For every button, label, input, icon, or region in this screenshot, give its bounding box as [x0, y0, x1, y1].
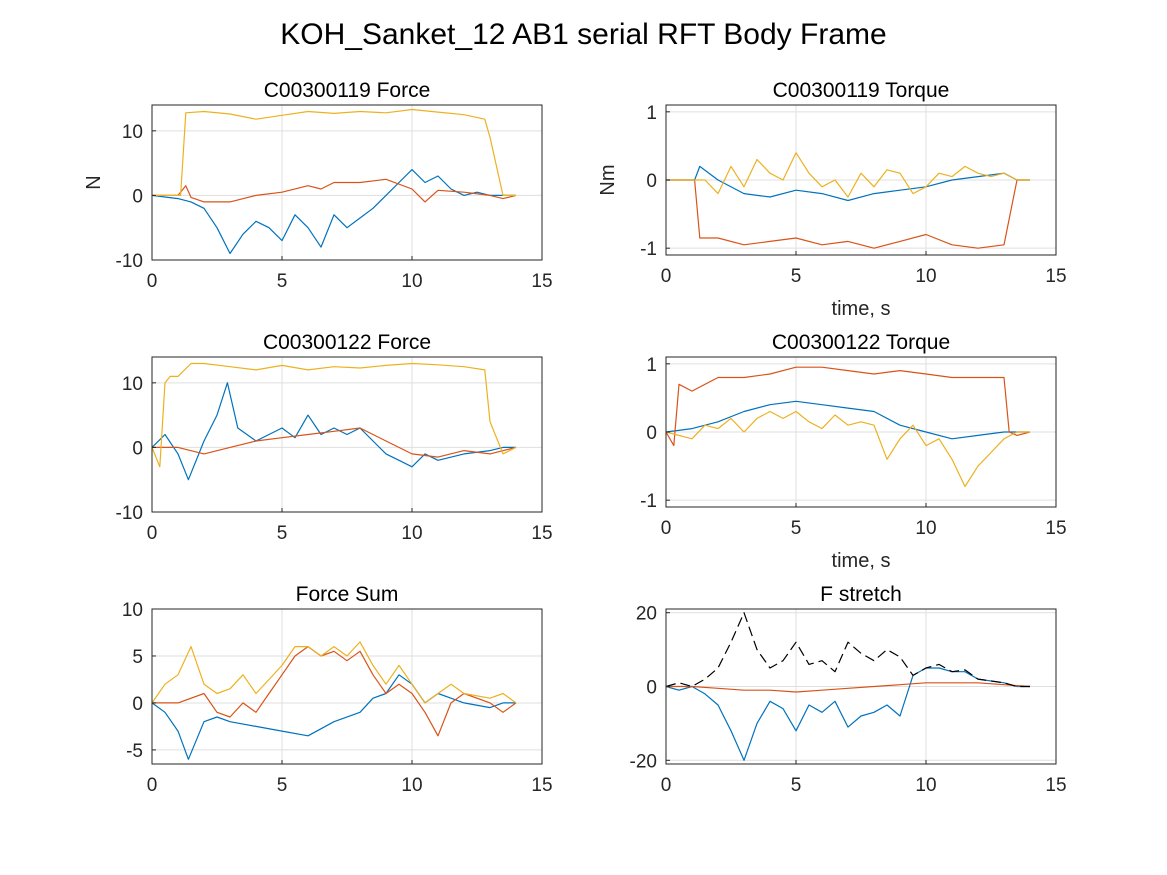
y-tick-label: -1	[640, 491, 657, 512]
x-tick-label: 10	[401, 523, 422, 544]
x-tick-label: 10	[401, 271, 422, 292]
panel-title: F stretch	[820, 583, 902, 606]
panel-title: C00300122 Torque	[772, 331, 950, 354]
x-tick-label: 0	[661, 775, 672, 796]
x-tick-label: 15	[531, 523, 552, 544]
series-line-2	[666, 179, 1030, 249]
panel-title: C00300119 Torque	[773, 79, 950, 102]
x-tick-label: 0	[147, 775, 158, 796]
series-line-3	[152, 108, 516, 196]
y-tick-label: 0	[132, 438, 143, 459]
series-line-2	[666, 682, 1031, 693]
y-axis-label: N	[83, 175, 105, 189]
y-tick-label: 20	[636, 604, 657, 625]
series-line-3	[151, 641, 517, 704]
y-tick-label: 10	[122, 122, 143, 143]
x-tick-label: 0	[661, 266, 672, 287]
x-tick-label: 10	[401, 775, 422, 796]
y-axis-label: Nm	[597, 164, 619, 195]
series-line-2	[152, 427, 517, 458]
x-tick-label: 10	[915, 775, 936, 796]
x-tick-label: 0	[661, 518, 672, 539]
y-tick-label: 10	[122, 374, 143, 395]
y-tick-label: 0	[646, 678, 657, 699]
series-line-3	[665, 612, 1030, 688]
series-line-1	[665, 667, 1030, 761]
x-tick-label: 0	[147, 271, 158, 292]
x-tick-label: 5	[791, 518, 802, 539]
y-tick-label: -20	[630, 751, 657, 772]
series-line-1	[665, 400, 1030, 440]
series-line-2	[665, 366, 1031, 447]
y-tick-label: 0	[132, 186, 143, 207]
y-tick-label: 0	[646, 423, 657, 444]
x-axis-label: time, s	[832, 550, 891, 572]
y-tick-label: -10	[116, 503, 143, 524]
series-line-3	[666, 152, 1030, 198]
y-tick-label: 0	[646, 171, 657, 192]
series-line-2	[152, 645, 517, 737]
panel-title: Force Sum	[296, 583, 399, 606]
y-tick-label: -1	[640, 239, 657, 260]
y-tick-label: 1	[646, 355, 657, 376]
y-tick-label: -5	[126, 741, 143, 762]
y-tick-label: -10	[116, 251, 143, 272]
x-tick-label: 5	[277, 271, 288, 292]
series-line-3	[665, 410, 1030, 488]
y-tick-label: 1	[646, 103, 657, 124]
figure-title: KOH_Sanket_12 AB1 serial RFT Body Frame	[280, 18, 887, 51]
x-tick-label: 5	[791, 775, 802, 796]
x-tick-label: 10	[915, 518, 936, 539]
axes-box	[151, 356, 543, 513]
x-tick-label: 15	[531, 271, 552, 292]
panel-title: C00300122 Force	[263, 331, 431, 354]
panel-title: C00300119 Force	[264, 79, 431, 102]
y-tick-label: 5	[132, 647, 143, 668]
y-tick-label: 0	[132, 694, 143, 715]
x-tick-label: 15	[531, 775, 552, 796]
x-tick-label: 15	[1045, 775, 1066, 796]
x-tick-label: 0	[147, 523, 158, 544]
x-tick-label: 15	[1045, 518, 1066, 539]
x-tick-label: 5	[277, 523, 288, 544]
axes-box	[151, 608, 543, 765]
x-axis-label: time, s	[832, 298, 891, 320]
x-tick-label: 5	[277, 775, 288, 796]
series-line-1	[151, 674, 516, 760]
x-tick-label: 5	[791, 266, 802, 287]
series-line-1	[151, 382, 516, 481]
y-tick-label: 10	[122, 600, 143, 621]
x-tick-label: 10	[915, 266, 936, 287]
x-tick-label: 15	[1045, 266, 1066, 287]
axes-box	[151, 104, 543, 261]
series-line-3	[151, 362, 517, 468]
series-line-2	[152, 178, 517, 203]
